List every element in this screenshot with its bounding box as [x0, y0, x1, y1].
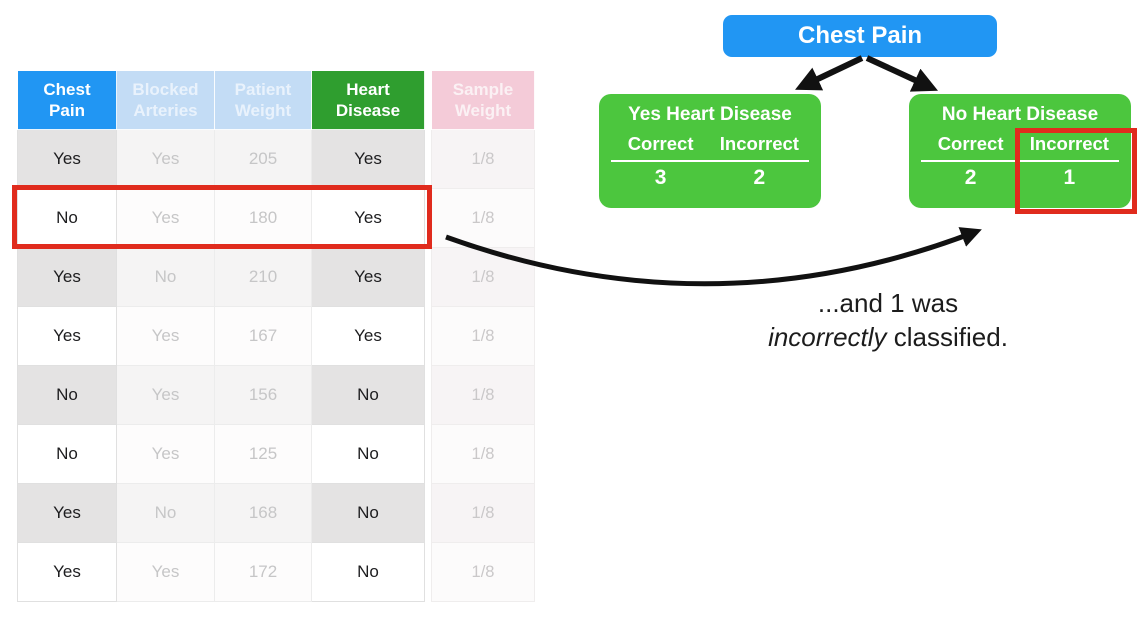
sample-weight-cell: 1/8	[431, 542, 535, 602]
tree-root-label: Chest Pain	[797, 22, 923, 49]
table-cell: No	[116, 483, 215, 543]
branch-arrow-right-icon	[865, 55, 939, 92]
incorrect-label: Incorrect	[1029, 133, 1109, 154]
annotation-text: ...and 1 was incorrectly classified.	[688, 286, 1088, 355]
table-row: No Yes 125 No	[17, 424, 425, 484]
sample-weight-cell: 1/8	[431, 188, 535, 248]
table-row: Yes Yes 167 Yes	[17, 306, 425, 366]
table-cell: 168	[214, 483, 312, 543]
sample-weight-cell: 1/8	[431, 129, 535, 189]
table-cell: 172	[214, 542, 312, 602]
table-row: Yes Yes 172 No	[17, 542, 425, 602]
table-cell: Yes	[17, 129, 117, 189]
sample-weight-cell: 1/8	[431, 306, 535, 366]
table-row: Yes Yes 205 Yes	[17, 129, 425, 189]
table-cell: Yes	[311, 306, 425, 366]
table-cell: Yes	[116, 542, 215, 602]
column-header-patient-weight: Patient Weight	[214, 70, 312, 130]
incorrect-count: 2	[753, 166, 766, 189]
yes-heart-disease-node: Yes Heart Disease Correct Incorrect 3 2	[599, 94, 821, 208]
sample-weight-cell: 1/8	[431, 247, 535, 307]
sample-weight-cell: 1/8	[431, 365, 535, 425]
table-cell: No	[311, 365, 425, 425]
table-cell: 125	[214, 424, 312, 484]
table-cell: Yes	[17, 542, 117, 602]
correct-label: Correct	[937, 133, 1004, 154]
table-cell: No	[311, 483, 425, 543]
table-cell: Yes	[116, 424, 215, 484]
table-cell: 156	[214, 365, 312, 425]
table-cell: 205	[214, 129, 312, 189]
row-highlight-box	[12, 185, 432, 249]
table-cell: No	[311, 542, 425, 602]
table-cell: Yes	[311, 247, 425, 307]
sample-weight-cell: 1/8	[431, 424, 535, 484]
incorrect-label: Incorrect	[719, 133, 799, 154]
column-header-blocked-arteries: Blocked Arteries	[116, 70, 215, 130]
branch-arrow-left-icon	[795, 55, 864, 91]
table-cell: No	[17, 188, 117, 248]
table-cell: No	[17, 424, 117, 484]
table-cell: Yes	[17, 483, 117, 543]
table-header-row: Chest Pain Blocked Arteries Patient Weig…	[17, 70, 425, 130]
table-row: Yes No 168 No	[17, 483, 425, 543]
table-cell: 210	[214, 247, 312, 307]
table-cell: Yes	[17, 306, 117, 366]
table-cell: Yes	[116, 306, 215, 366]
column-header-chest-pain: Chest Pain	[17, 70, 117, 130]
table-cell: Yes	[116, 129, 215, 189]
table-cell: Yes	[17, 247, 117, 307]
table-row: No Yes 156 No	[17, 365, 425, 425]
column-header-heart-disease: Heart Disease	[311, 70, 425, 130]
sample-weight-table: Sample Weight 1/8 1/8 1/8 1/8 1/8 1/8 1/…	[431, 70, 535, 602]
sample-weight-cell: 1/8	[431, 483, 535, 543]
column-header-sample-weight: Sample Weight	[431, 70, 535, 130]
annotation-line2: incorrectly classified.	[688, 320, 1088, 354]
table-cell: No	[311, 424, 425, 484]
incorrect-count: 1	[1063, 166, 1076, 189]
correct-count: 2	[964, 166, 977, 189]
table-cell: Yes	[311, 129, 425, 189]
table-row-highlighted: No Yes 180 Yes	[17, 188, 425, 248]
correct-label: Correct	[627, 133, 694, 154]
tree-root-node: Chest Pain	[723, 15, 997, 57]
table-cell: No	[17, 365, 117, 425]
node-title: No Heart Disease	[941, 104, 1099, 125]
incorrect-count-highlight-box	[1015, 128, 1137, 214]
table-cell: Yes	[116, 365, 215, 425]
table-row: Yes No 210 Yes	[17, 247, 425, 307]
annotation-line2-rest: classified.	[886, 322, 1008, 353]
table-cell: 167	[214, 306, 312, 366]
annotation-italic-word: incorrectly	[768, 322, 887, 353]
node-title: Yes Heart Disease	[628, 104, 792, 125]
patient-data-table: Chest Pain Blocked Arteries Patient Weig…	[17, 70, 425, 602]
correct-count: 3	[654, 166, 667, 189]
annotation-line1: ...and 1 was	[817, 288, 959, 318]
table-cell: No	[116, 247, 215, 307]
